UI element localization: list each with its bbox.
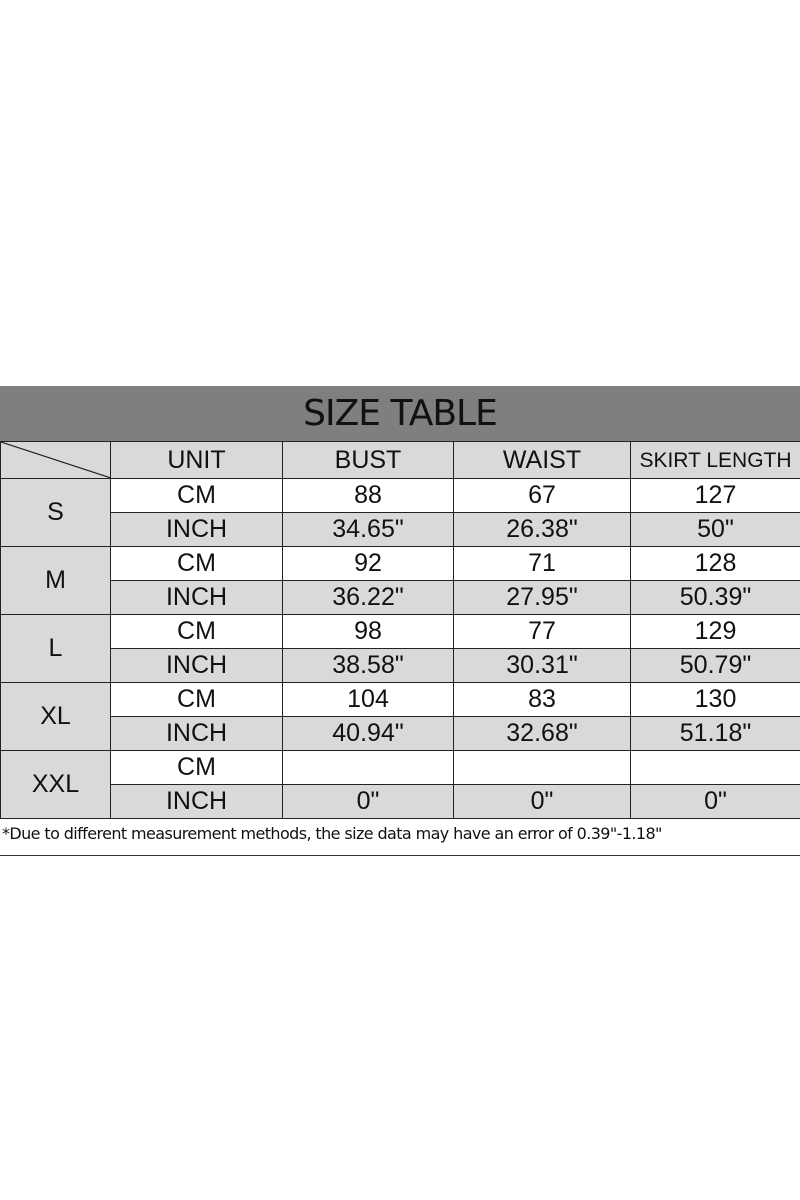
waist-cell: 67 xyxy=(453,478,631,513)
table-row: L CM 98 77 129 xyxy=(0,614,800,683)
skirt-length-cell: 127 xyxy=(630,478,800,513)
waist-cell: 71 xyxy=(453,546,631,581)
skirt-length-cell: 50.39" xyxy=(630,580,800,615)
size-label: L xyxy=(0,614,111,683)
skirt-length-cell: 50.79" xyxy=(630,648,800,683)
skirt-length-cell: 129 xyxy=(630,614,800,649)
table-row: INCH 34.65" 26.38" 50" xyxy=(1,512,800,547)
table-row: INCH 40.94" 32.68" 51.18" xyxy=(1,716,800,751)
waist-cell: 26.38" xyxy=(453,512,631,547)
waist-cell xyxy=(453,750,631,785)
bust-cell: 88 xyxy=(282,478,454,513)
table-row: INCH 38.58" 30.31" 50.79" xyxy=(1,648,800,683)
bust-cell: 34.65" xyxy=(282,512,454,547)
header-skirt-length: SKIRT LENGTH xyxy=(630,441,800,479)
bust-cell: 98 xyxy=(282,614,454,649)
unit-cell: INCH xyxy=(110,512,283,547)
corner-cell xyxy=(0,441,111,479)
measurement-note: *Due to different measurement methods, t… xyxy=(2,824,662,843)
header-unit: UNIT xyxy=(110,441,283,479)
table-row: INCH 36.22" 27.95" 50.39" xyxy=(1,580,800,615)
unit-cell: CM xyxy=(110,478,283,513)
skirt-length-cell: 50" xyxy=(630,512,800,547)
table-row: XL CM 104 83 130 xyxy=(0,682,800,751)
skirt-length-cell: 130 xyxy=(630,682,800,717)
waist-cell: 30.31" xyxy=(453,648,631,683)
unit-cell: INCH xyxy=(110,580,283,615)
bust-cell: 0" xyxy=(282,784,454,819)
unit-cell: CM xyxy=(110,682,283,717)
skirt-length-cell: 51.18" xyxy=(630,716,800,751)
bust-cell: 92 xyxy=(282,546,454,581)
size-table-title: SIZE TABLE xyxy=(0,386,800,441)
table-row: S CM 88 67 127 xyxy=(0,478,800,547)
waist-cell: 32.68" xyxy=(453,716,631,751)
bust-cell xyxy=(282,750,454,785)
unit-cell: INCH xyxy=(110,648,283,683)
bust-cell: 38.58" xyxy=(282,648,454,683)
skirt-length-cell: 0" xyxy=(630,784,800,819)
size-label: XL xyxy=(0,682,111,751)
unit-cell: CM xyxy=(110,614,283,649)
bust-cell: 104 xyxy=(282,682,454,717)
table-row: XXL CM xyxy=(0,750,800,819)
header-waist: WAIST xyxy=(453,441,631,479)
skirt-length-cell: 128 xyxy=(630,546,800,581)
unit-cell: INCH xyxy=(110,784,283,819)
waist-cell: 83 xyxy=(453,682,631,717)
skirt-length-cell xyxy=(630,750,800,785)
header-bust: BUST xyxy=(282,441,454,479)
size-table: UNIT BUST WAIST SKIRT LENGTH S CM 88 67 127 I… xyxy=(0,441,800,819)
bust-cell: 36.22" xyxy=(282,580,454,615)
unit-cell: CM xyxy=(110,546,283,581)
table-row: INCH 0" 0" 0" xyxy=(1,784,800,819)
unit-cell: CM xyxy=(110,750,283,785)
size-label: XXL xyxy=(0,750,111,819)
size-label: M xyxy=(0,546,111,615)
diagonal-divider xyxy=(1,442,111,478)
waist-cell: 77 xyxy=(453,614,631,649)
header-row: UNIT BUST WAIST SKIRT LENGTH xyxy=(0,441,800,479)
table-row: M CM 92 71 128 xyxy=(0,546,800,615)
waist-cell: 27.95" xyxy=(453,580,631,615)
unit-cell: INCH xyxy=(110,716,283,751)
size-label: S xyxy=(0,478,111,547)
waist-cell: 0" xyxy=(453,784,631,819)
bust-cell: 40.94" xyxy=(282,716,454,751)
divider-line xyxy=(0,855,800,856)
